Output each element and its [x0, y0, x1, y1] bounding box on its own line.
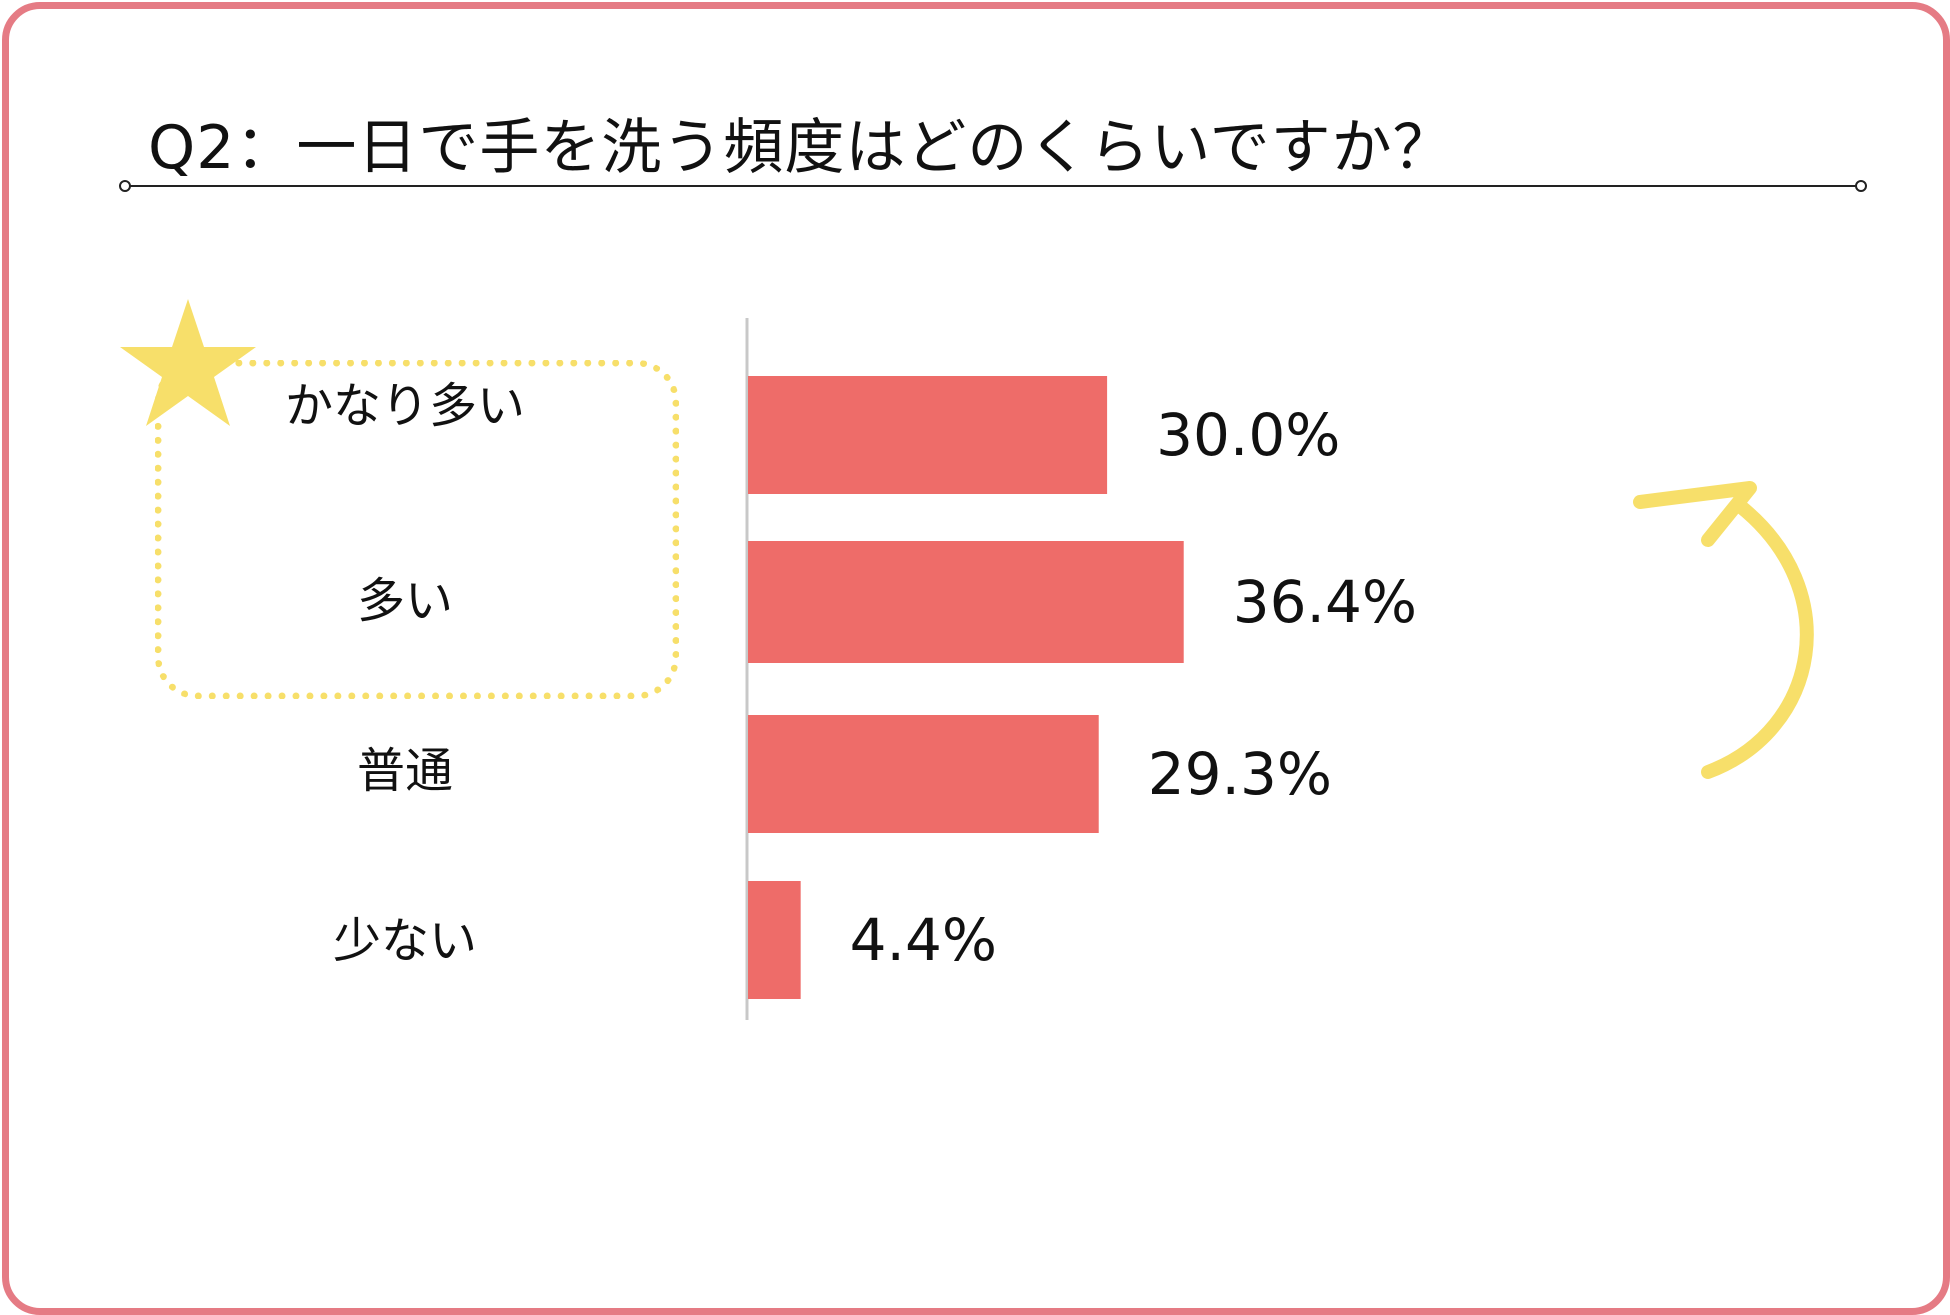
value-label-1: 30.0% [1156, 401, 1340, 469]
curved-arrow-icon [1633, 481, 1814, 779]
bar-1 [748, 376, 1108, 494]
category-label-2: 多い [357, 573, 453, 629]
title-underline [125, 185, 1860, 187]
bar-2 [748, 541, 1184, 663]
value-label-4: 4.4% [850, 906, 997, 974]
category-label-4: 少ない [333, 913, 477, 969]
category-label-3: 普通 [357, 743, 453, 799]
chart-layer: 30.0% かなり多い 36.4% 多い 29.3% 普通 4.4% 少ない [285, 318, 1417, 1020]
value-label-2: 36.4% [1233, 568, 1417, 636]
chart-title: Q2：一日で手を洗う頻度はどのくらいですか？ [148, 113, 1454, 183]
bar-3 [748, 715, 1099, 833]
underline-left-dot [119, 180, 131, 192]
arrow-head [1633, 481, 1757, 547]
category-label-1: かなり多い [285, 378, 525, 434]
value-label-3: 29.3% [1148, 740, 1332, 808]
arrow-curve [1701, 499, 1814, 779]
highlight-dotted-box [155, 360, 679, 699]
bar-4 [748, 881, 801, 999]
star-icon [120, 299, 256, 426]
underline-right-dot [1855, 180, 1867, 192]
star-shape [120, 299, 256, 426]
